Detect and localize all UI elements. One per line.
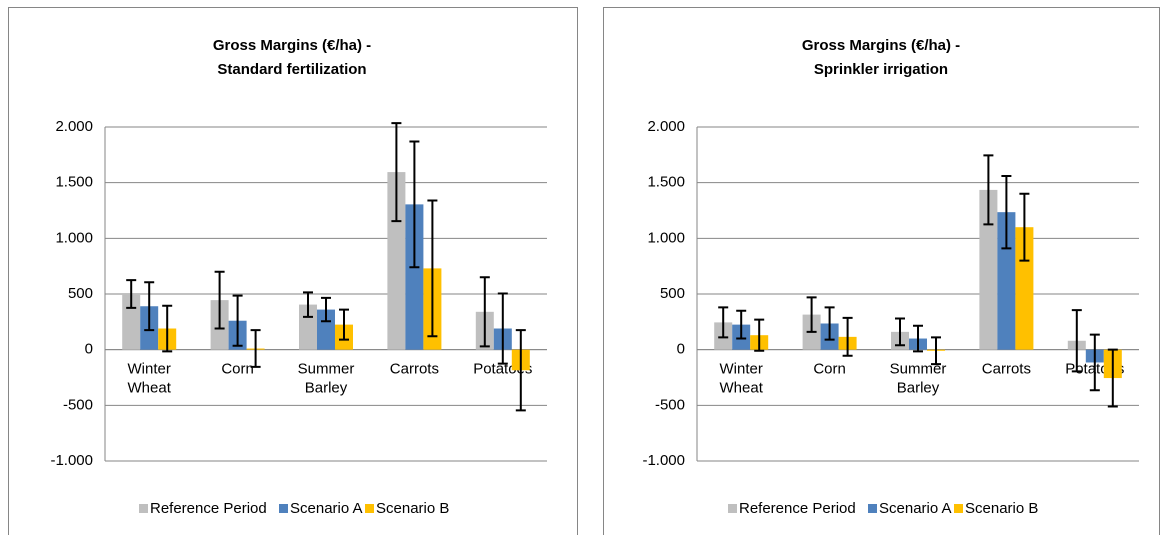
y-tick-label: 500: [68, 285, 93, 302]
error-bar: [144, 281, 155, 332]
legend-label: Scenario A: [290, 500, 363, 517]
legend-swatch: [139, 504, 148, 513]
y-tick-label: 1.500: [55, 174, 93, 191]
error-bar: [913, 324, 923, 353]
x-tick-label: Corn: [221, 361, 254, 378]
error-bar: [1071, 309, 1082, 373]
panel-border: [603, 7, 1160, 540]
y-tick-label: -500: [655, 396, 685, 413]
bar: [997, 212, 1016, 350]
error-bar: [1019, 192, 1030, 262]
legend-label: Reference Period: [150, 500, 267, 517]
chart-title: Standard fertilization: [217, 61, 366, 78]
legend-swatch: [365, 504, 374, 513]
error-bar: [754, 318, 765, 352]
legend-swatch: [728, 504, 737, 513]
x-tick-label: Summer Barley: [298, 361, 355, 397]
y-tick-label: 1.000: [55, 229, 93, 246]
bar: [979, 189, 998, 350]
y-tick-label: 500: [660, 285, 685, 302]
x-tick-label: Winter Wheat: [128, 361, 172, 397]
x-tick-label: Summer Barley: [890, 361, 947, 397]
error-bar: [339, 308, 349, 341]
bar: [405, 204, 424, 350]
error-bar: [162, 304, 173, 353]
error-bar: [718, 306, 729, 339]
y-tick-label: 0: [677, 341, 685, 358]
y-tick-label: -500: [63, 396, 93, 413]
error-bar: [1107, 348, 1118, 408]
legend-swatch: [954, 504, 963, 513]
error-bar: [427, 199, 438, 338]
y-tick-label: 1.500: [647, 174, 685, 191]
error-bar: [736, 309, 747, 340]
legend-label: Scenario B: [965, 500, 1038, 517]
error-bar: [931, 336, 941, 366]
legend-label: Scenario A: [879, 500, 952, 517]
error-bar: [232, 294, 243, 347]
chart-title: Gross Margins (€/ha) -: [802, 37, 960, 54]
error-bar: [824, 306, 835, 341]
error-bar: [126, 279, 137, 309]
error-bar: [983, 154, 994, 226]
bar: [317, 309, 335, 350]
y-tick-label: -1.000: [642, 452, 685, 469]
error-bar: [250, 329, 261, 368]
chart-title: Sprinkler irrigation: [814, 61, 948, 78]
x-tick-label: Carrots: [982, 361, 1031, 378]
error-bar: [895, 317, 905, 347]
error-bar: [479, 276, 490, 348]
error-bar: [391, 122, 402, 223]
x-tick-label: Winter Wheat: [720, 361, 764, 397]
legend-swatch: [279, 504, 288, 513]
error-bar: [1089, 333, 1100, 392]
bar: [387, 172, 406, 350]
y-tick-label: -1.000: [50, 452, 93, 469]
error-bar: [303, 291, 313, 318]
legend-swatch: [868, 504, 877, 513]
x-tick-label: Corn: [813, 361, 846, 378]
y-tick-label: 2.000: [55, 118, 93, 135]
legend-label: Reference Period: [739, 500, 856, 517]
error-bar: [842, 316, 853, 357]
error-bar: [321, 296, 331, 323]
x-tick-label: Carrots: [390, 361, 439, 378]
error-bar: [1001, 174, 1012, 250]
error-bar: [409, 140, 420, 269]
error-bar: [214, 270, 225, 330]
error-bar: [497, 292, 508, 365]
panel-border: [8, 7, 578, 540]
legend-label: Scenario B: [376, 500, 449, 517]
y-tick-label: 0: [85, 341, 93, 358]
bar: [1015, 227, 1034, 350]
y-tick-label: 1.000: [647, 229, 685, 246]
y-tick-label: 2.000: [647, 118, 685, 135]
error-bar: [515, 329, 526, 412]
chart-title: Gross Margins (€/ha) -: [213, 37, 371, 54]
error-bar: [806, 296, 817, 333]
